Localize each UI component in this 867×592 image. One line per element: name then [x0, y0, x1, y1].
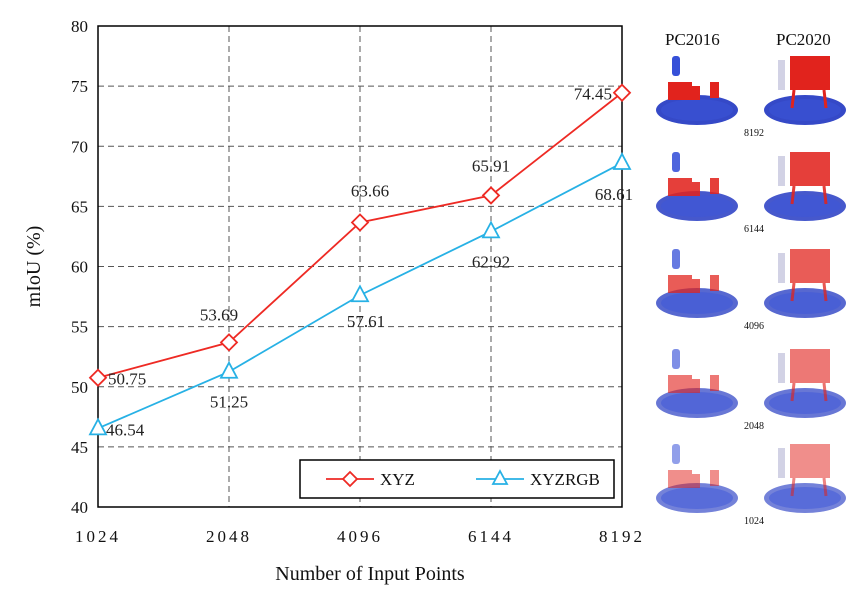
- data-point-xyzrgb: [219, 360, 239, 379]
- legend-marker: [491, 469, 509, 485]
- point-cloud-pc2020-8192: [762, 52, 848, 128]
- data-label-xyz: 50.75: [108, 370, 146, 389]
- legend-marker: [341, 470, 359, 488]
- point-cloud-pc2020-2048: [762, 345, 848, 421]
- data-label-xyz: 63.66: [351, 181, 389, 200]
- point-cloud-pc2016-4096: [654, 245, 740, 321]
- series-line-xyz: [97, 92, 623, 379]
- y-tick-label: 60: [71, 258, 88, 277]
- y-tick-label: 55: [71, 318, 88, 337]
- data-label-xyz: 53.69: [200, 305, 238, 324]
- x-axis-title: Number of Input Points: [275, 563, 465, 585]
- data-point-xyzrgb: [350, 284, 370, 303]
- data-label-xyzrgb: 62.92: [472, 252, 510, 271]
- y-tick-label: 45: [71, 438, 88, 457]
- y-tick-label: 75: [71, 77, 88, 96]
- x-tick-label: 2048: [206, 527, 252, 546]
- data-point-xyzrgb: [88, 417, 108, 436]
- data-label-xyzrgb: 57.61: [347, 312, 385, 331]
- point-cloud-pc2020-6144: [762, 148, 848, 224]
- data-point-xyz: [350, 213, 370, 232]
- point-count-label: 2048: [744, 421, 764, 432]
- legend-label-xyz: XYZ: [380, 470, 415, 489]
- plot-frame: [97, 25, 623, 508]
- data-label-xyz: 74.45: [574, 85, 612, 104]
- x-tick-label: 8192: [599, 527, 645, 546]
- point-count-label: 6144: [744, 224, 764, 235]
- data-point-xyzrgb: [612, 152, 632, 170]
- point-count-label: 8192: [744, 128, 764, 139]
- point-cloud-pc2020-1024: [762, 440, 848, 516]
- point-cloud-pc2016-1024: [654, 440, 740, 516]
- legend-label-xyzrgb: XYZRGB: [530, 470, 600, 489]
- point-cloud-pc2016-6144: [654, 148, 740, 224]
- line-chart: 40 45 50 55 60 65 70 75 80 1024 2048 4096 6144 8192 Nu…: [23, 17, 645, 585]
- data-point-xyz: [88, 368, 108, 388]
- point-cloud-thumbnails: PC2016 PC2020 8192 6144 4096 2048 1024: [650, 0, 867, 527]
- data-point-xyz: [219, 333, 239, 352]
- y-tick-label: 65: [71, 197, 88, 216]
- point-cloud-pc2020-4096: [762, 245, 848, 321]
- data-point-xyz: [481, 186, 501, 205]
- data-label-xyzrgb: 68.61: [595, 185, 633, 204]
- data-label-xyzrgb: 51.25: [210, 393, 248, 412]
- data-label-xyzrgb: 46.54: [106, 420, 145, 439]
- y-tick-label: 40: [71, 498, 88, 517]
- y-tick-label: 70: [71, 137, 88, 156]
- x-tick-label: 1024: [75, 527, 121, 546]
- y-tick-label: 50: [71, 378, 88, 397]
- x-tick-label: 6144: [468, 527, 514, 546]
- point-count-label: 1024: [744, 516, 764, 527]
- column-header-pc2016: PC2016: [665, 30, 720, 49]
- point-count-label: 4096: [744, 321, 764, 332]
- x-tick-label: 4096: [337, 527, 383, 546]
- data-label-xyz: 65.91: [472, 156, 510, 175]
- data-point-xyzrgb: [481, 220, 501, 239]
- point-cloud-pc2016-8192: [654, 52, 740, 128]
- y-tick-label: 80: [71, 17, 88, 36]
- data-point-xyz: [612, 83, 632, 103]
- column-header-pc2020: PC2020: [776, 30, 831, 49]
- point-cloud-pc2016-2048: [654, 345, 740, 421]
- y-axis-title: mIoU (%): [23, 226, 45, 308]
